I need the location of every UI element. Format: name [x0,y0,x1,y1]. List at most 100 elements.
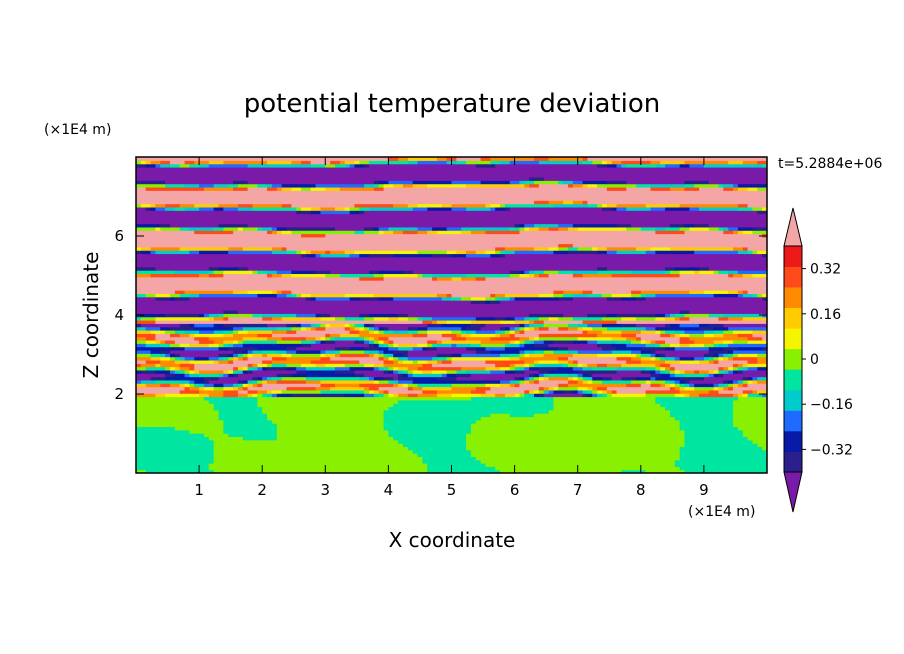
contour-cell [223,270,254,275]
contour-cell [519,326,525,331]
contour-cell [203,313,210,318]
contour-cell [733,366,739,371]
contour-cell [684,186,700,191]
contour-cell [640,290,690,294]
contour-cell [762,293,767,298]
contour-cell [708,369,715,374]
contour-cell [315,296,351,301]
contour-cell [519,379,525,384]
contour-cell [587,389,593,394]
contour-cell [359,210,365,215]
contour-cell [553,203,589,208]
contour-cell [635,336,642,341]
contour-cell [140,246,152,251]
contour-cell [577,373,584,378]
contour-cell [500,326,506,331]
contour-cell [480,326,501,331]
contour-cell [422,456,477,461]
contour-cell [262,376,268,381]
contour-cell [655,226,666,231]
contour-cell [660,329,666,334]
contour-cell [378,379,389,384]
contour-cell [495,363,511,368]
contour-cell [184,329,200,334]
contour-cell [320,389,365,394]
contour-cell [378,356,385,361]
contour-cell [509,273,521,278]
contour-cell [645,389,681,394]
contour-cell [451,253,467,258]
contour-cell [582,180,608,185]
contour-cell [136,399,210,404]
contour-cell [427,343,433,348]
contour-cell [213,316,224,321]
contour-cell [587,329,603,334]
contour-cell [456,160,467,165]
contour-cell [199,293,258,298]
contour-cell [407,353,438,358]
contour-cell [480,393,496,398]
contour-cell [436,393,453,398]
contour-cell [189,343,210,348]
contour-cell [383,276,433,281]
contour-cell [567,356,618,361]
contour-cell [136,333,157,338]
contour-cell [660,363,671,368]
contour-cell [524,343,535,348]
contour-cell [529,226,540,231]
contour-cell [606,389,613,394]
contour-cell [237,366,244,371]
contour-cell [432,369,448,374]
contour-cell [495,293,506,298]
contour-cell [271,246,283,251]
contour-cell [228,183,239,188]
contour-cell [757,353,767,358]
contour-cell [728,326,767,331]
contour-cell [534,273,540,278]
contour-cell [519,383,559,388]
contour-cell [223,206,239,211]
contour-cell [699,206,739,211]
contour-cell [398,316,409,321]
contour-cell [252,270,258,275]
contour-cell [393,353,404,358]
contour-cell [737,426,767,431]
contour-cell [150,353,161,358]
contour-cell [257,379,263,384]
contour-cell [553,406,666,411]
contour-cell [422,389,438,394]
contour-cell [262,366,268,371]
contour-cell [485,366,501,371]
contour-cell [514,369,525,374]
contour-cell [650,160,661,165]
contour-cell [136,419,224,424]
contour-cell [373,326,380,331]
contour-cell [699,323,710,328]
contour-cell [519,230,656,235]
contour-cell [665,359,681,364]
contour-cell [509,296,516,301]
contour-cell [485,463,676,467]
contour-cell [752,206,763,211]
contour-cell [233,326,244,331]
contour-cell [398,369,404,374]
contour-cell [247,163,312,168]
contour-cell [136,176,530,181]
contour-cell [689,383,695,388]
contour-cell [169,326,195,331]
contour-cell [194,336,210,341]
contour-cell [407,373,414,378]
contour-cell [247,186,268,191]
contour-cell [136,379,142,384]
contour-cell [470,373,530,378]
contour-cell [136,230,195,235]
contour-cell [441,359,453,364]
contour-cell [718,183,724,188]
contour-cell [310,250,326,255]
contour-cell [427,463,487,467]
contour-cell [335,346,351,351]
contour-cell [723,386,729,391]
contour-cell [728,353,734,358]
contour-cell [592,246,598,251]
contour-cell [737,230,744,235]
